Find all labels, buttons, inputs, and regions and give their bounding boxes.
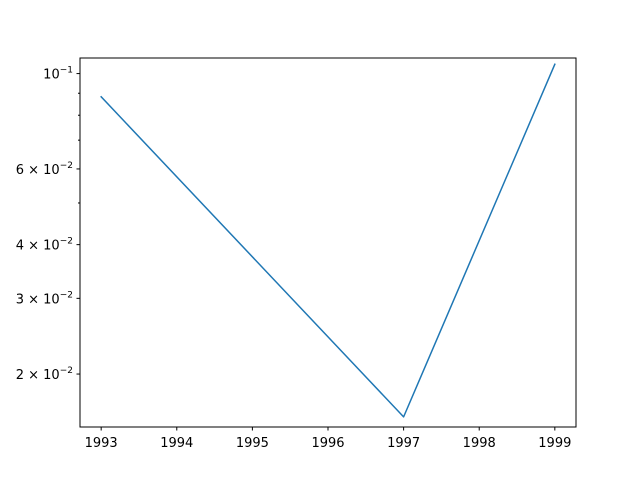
y-tick-label: 3 × 10−2 [16,290,73,307]
x-tick-label: 1997 [387,436,420,451]
x-tick-label: 1994 [160,436,193,451]
x-tick-label: 1999 [538,436,571,451]
y-tick-label: 10−1 [43,66,73,83]
x-tick-label: 1996 [311,436,344,451]
series-layer [100,63,556,418]
y-axis-ticks: 10−1 6 × 10−2 4 × 10−2 3 × 10−2 2 × 10−2 [16,66,80,383]
plot-frame [79,57,577,428]
plot-area-background [80,58,576,427]
y-tick-label: 2 × 10−2 [16,366,73,383]
y-tick-label: 6 × 10−2 [16,161,73,178]
x-axis-ticks: 1993 1994 1995 1996 1997 1998 1999 [85,427,571,451]
x-tick-label: 1998 [463,436,496,451]
y-tick-label: 4 × 10−2 [16,237,73,254]
x-tick-label: 1993 [85,436,118,451]
x-tick-label: 1995 [236,436,269,451]
